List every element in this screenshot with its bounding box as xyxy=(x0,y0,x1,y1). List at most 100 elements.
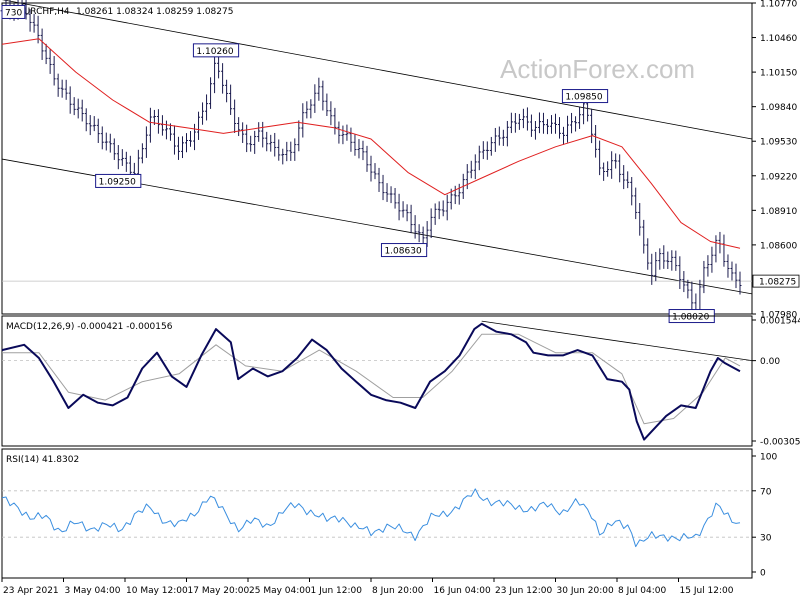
ohlc-bar xyxy=(92,116,96,132)
ohlc-bar xyxy=(80,99,84,122)
ohlc-bar xyxy=(68,86,72,114)
ohlc-bar xyxy=(622,165,626,190)
rsi-pane-frame xyxy=(1,448,753,579)
ohlc-bar xyxy=(120,149,124,166)
annotation-box xyxy=(561,89,609,104)
ohlc-bar xyxy=(108,133,112,153)
ohlc-bar xyxy=(329,101,333,126)
ohlc-bar xyxy=(710,246,714,273)
ohlc-bar xyxy=(690,281,694,312)
ohlc-bar xyxy=(726,254,730,278)
ohlc-bar xyxy=(385,183,389,202)
ohlc-bar xyxy=(341,125,345,145)
ohlc-bar xyxy=(241,122,245,143)
ohlc-bar xyxy=(509,112,513,134)
ohlc-bar xyxy=(373,163,377,180)
ohlc-bar xyxy=(124,151,128,172)
ohlc-bar xyxy=(590,108,594,144)
time-axis-label: 1 Jun 12:00 xyxy=(311,586,363,596)
ohlc-bar xyxy=(433,203,437,225)
ohlc-bar xyxy=(289,141,293,161)
ohlc-bar xyxy=(56,73,60,97)
ohlc-bar xyxy=(730,261,734,281)
ohlc-bar xyxy=(84,108,88,132)
price-axis-label: 1.09840 xyxy=(760,103,797,113)
ohlc-bar xyxy=(441,200,445,217)
annotation-label: 1.09850 xyxy=(565,93,602,103)
rsi-axis-label: 100 xyxy=(760,453,777,463)
ohlc-bar xyxy=(60,79,64,98)
macd-axis-label: 0.00 xyxy=(760,357,780,367)
annotation-label: 730 xyxy=(5,8,22,18)
ohlc-bar xyxy=(140,143,144,164)
ohlc-bar xyxy=(485,141,489,160)
ohlc-bar xyxy=(481,141,485,160)
ohlc-bar xyxy=(321,80,325,111)
ohlc-bar xyxy=(301,103,305,138)
ohlc-bar xyxy=(293,138,297,161)
ohlc-bar xyxy=(650,253,654,285)
time-axis-label: 16 Jun 04:00 xyxy=(434,586,491,596)
ohlc-bar xyxy=(453,185,457,205)
ohlc-bar xyxy=(112,138,116,160)
ohlc-bar xyxy=(678,256,682,290)
ohlc-bar xyxy=(213,55,217,94)
ohlc-bar xyxy=(714,235,718,263)
ohlc-bar xyxy=(325,93,329,117)
rsi-title: RSI(14) 41.8302 xyxy=(6,455,79,465)
ohlc-bar xyxy=(277,139,281,161)
ohlc-bar xyxy=(100,126,104,150)
ohlc-bar xyxy=(545,119,549,135)
annotation-label: 1.08020 xyxy=(672,313,709,323)
price-axis-label: 1.09530 xyxy=(760,138,797,148)
ohlc-bar xyxy=(353,134,357,156)
watermark: ActionForex.com xyxy=(500,54,695,84)
ohlc-bar xyxy=(626,171,630,189)
ohlc-bar xyxy=(48,48,52,74)
ohlc-bar xyxy=(333,107,337,135)
macd-line xyxy=(1,322,741,441)
ohlc-bar xyxy=(457,183,461,205)
macd-pane-frame xyxy=(1,315,753,447)
price-layer: 730 1.10260 1.09250 1.08630 1.09850 1.08020 xyxy=(0,0,753,324)
ohlc-bar xyxy=(505,120,509,147)
ohlc-bar xyxy=(658,248,662,270)
ohlc-bar xyxy=(225,79,229,103)
price-axis: 1.10770 1.10460 1.10150 1.09840 1.09530 1.092… xyxy=(752,0,800,321)
ohlc-bar xyxy=(361,140,365,161)
ohlc-bar xyxy=(517,113,521,130)
ohlc-bar xyxy=(365,145,369,172)
ohlc-bar xyxy=(497,126,501,146)
ohlc-bar xyxy=(614,153,618,169)
price-pane-frame xyxy=(1,2,753,315)
ohlc-bar xyxy=(574,116,578,132)
macd-axis-label: -0.003054 xyxy=(760,438,800,448)
ohlc-bar xyxy=(189,131,193,147)
price-axis-label: 1.10770 xyxy=(760,0,797,10)
ohlc-bar xyxy=(180,136,184,159)
ohlc-bar xyxy=(205,94,209,121)
ohlc-bar xyxy=(549,115,553,134)
time-axis-label: 8 Jul 04:00 xyxy=(618,586,667,596)
rsi-axis-label: 70 xyxy=(760,487,772,497)
ohlc-bar xyxy=(201,102,205,125)
ohlc-bar xyxy=(654,251,658,282)
ohlc-bar xyxy=(686,279,690,299)
ohlc-bar xyxy=(313,84,317,113)
ohlc-bar xyxy=(164,120,168,140)
price-pane: ActionForex.com EURCHF,H4 1.08261 1.0832… xyxy=(0,0,800,324)
macd-pane: MACD(12,26,9) -0.000421 -0.000156 0.0015… xyxy=(1,315,800,448)
ohlc-bar xyxy=(116,145,120,170)
rsi-line xyxy=(1,488,741,548)
ohlc-bar xyxy=(197,111,201,140)
ohlc-bar xyxy=(297,120,301,152)
ohlc-bar xyxy=(429,208,433,239)
ohlc-bar xyxy=(317,77,321,101)
ohlc-bar xyxy=(529,114,533,137)
ohlc-bar xyxy=(562,126,566,145)
annotation-box xyxy=(192,43,240,58)
ohlc-bar xyxy=(674,250,678,271)
ohlc-bar xyxy=(96,118,100,143)
ohlc-values: 1.08261 1.08324 1.08259 1.08275 xyxy=(76,7,233,17)
rsi-pane: RSI(14) 41.8302 100 70 30 0 xyxy=(1,448,777,579)
